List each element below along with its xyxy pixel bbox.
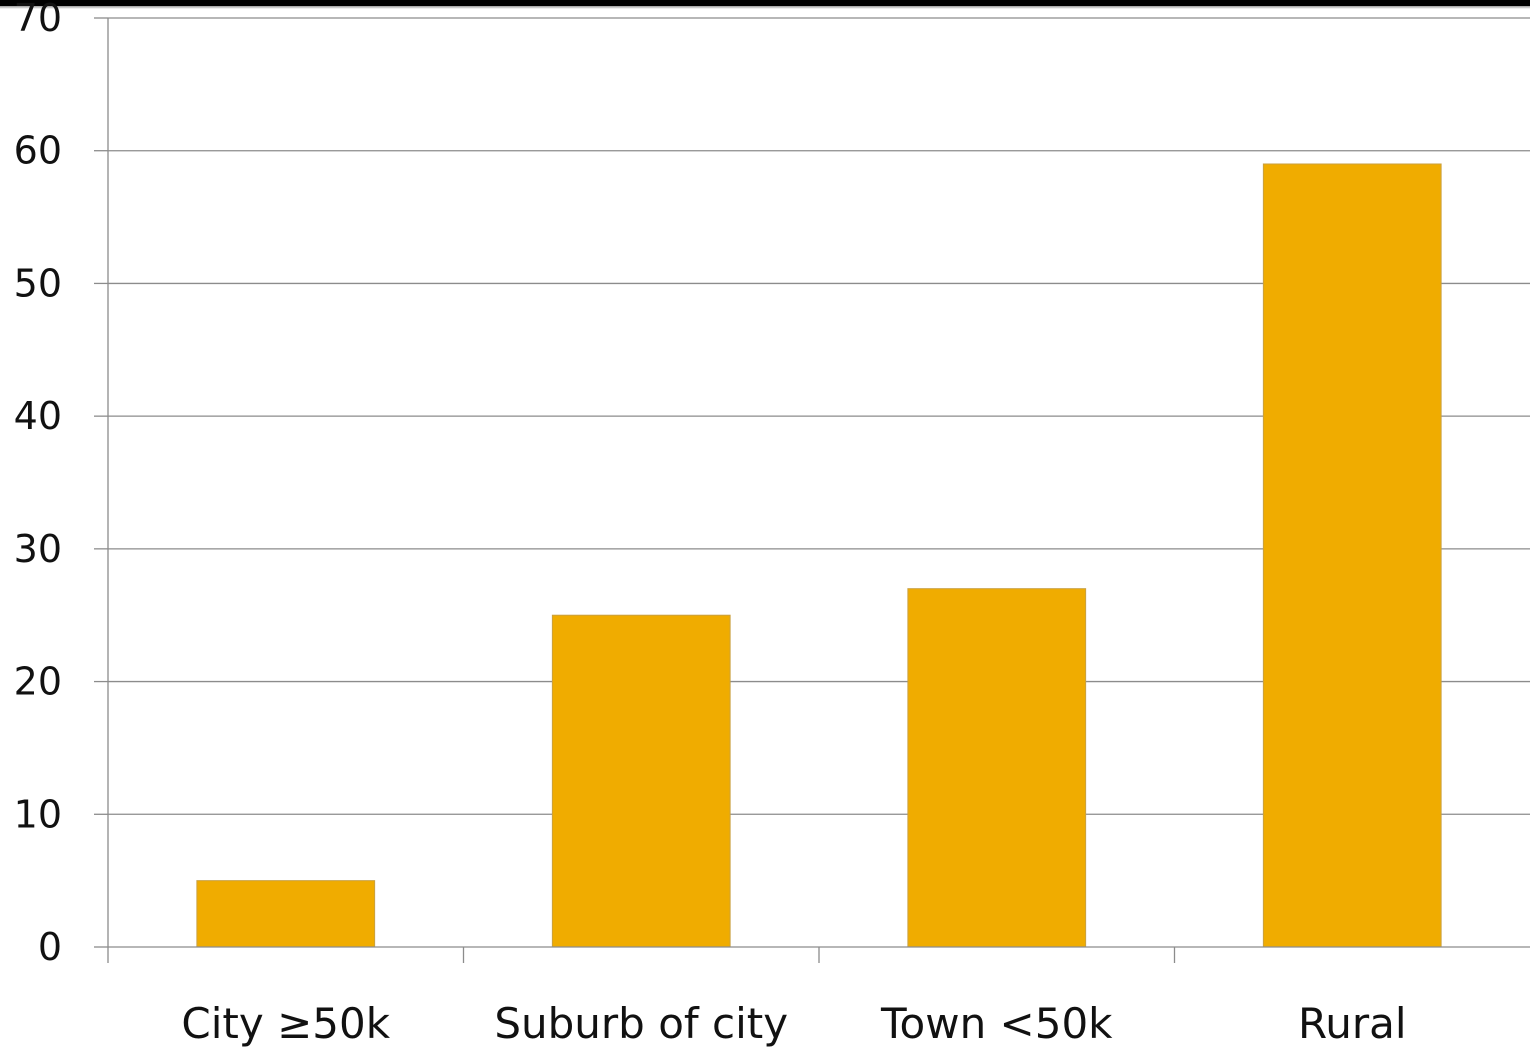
top-border-shadow (0, 6, 1530, 9)
y-tick-label-30: 30 (14, 527, 62, 571)
x-axis-category-labels: City ≥50k Suburb of city Town <50k Rural (181, 999, 1406, 1048)
x-category-label-0: City ≥50k (181, 999, 390, 1048)
bars (196, 163, 1442, 948)
axes (94, 17, 1530, 963)
bar-1 (551, 614, 731, 948)
x-category-label-2: Town <50k (880, 999, 1113, 1048)
y-tick-label-20: 20 (14, 660, 62, 704)
y-tick-label-50: 50 (14, 261, 62, 305)
bar-3 (1262, 163, 1442, 948)
bar-2 (907, 588, 1087, 948)
x-category-label-1: Suburb of city (494, 999, 788, 1048)
y-tick-label-0: 0 (38, 925, 62, 969)
y-tick-label-70: 70 (14, 0, 62, 40)
y-tick-label-40: 40 (14, 394, 62, 438)
y-tick-label-10: 10 (14, 792, 62, 836)
top-border (0, 0, 1530, 6)
y-axis-tick-labels: 0 10 20 30 40 50 60 70 (14, 0, 62, 969)
bar-0 (196, 880, 376, 948)
x-category-label-3: Rural (1298, 999, 1407, 1048)
y-tick-label-60: 60 (14, 129, 62, 173)
